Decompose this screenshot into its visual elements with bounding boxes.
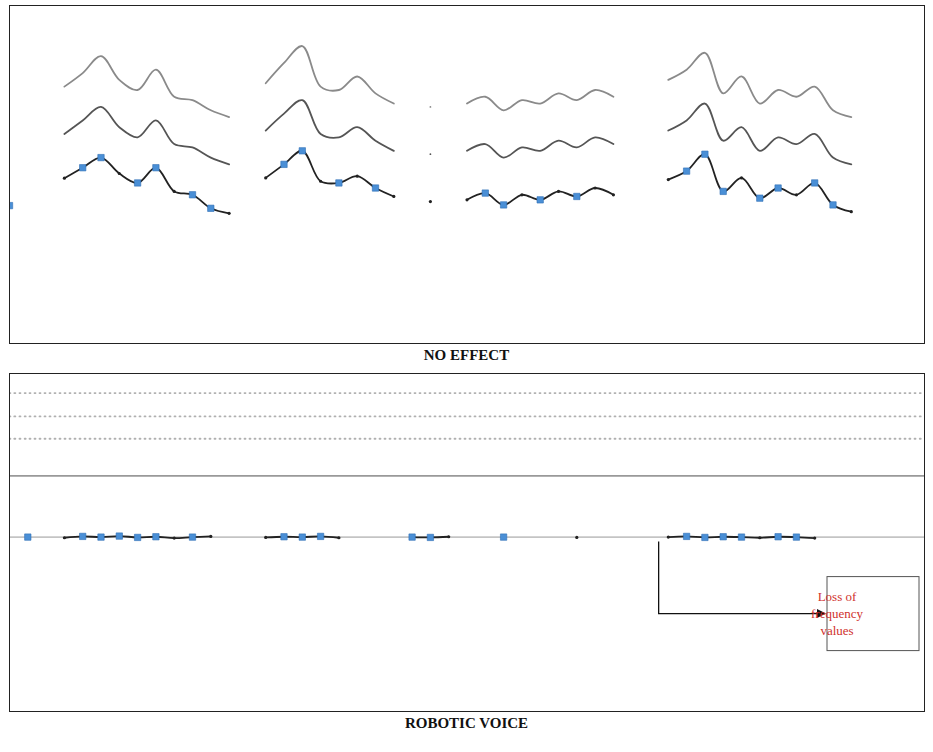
html-text:NO EFFECT: NO EFFECT (423, 347, 510, 363)
svg-text:values: values (820, 623, 853, 638)
html-text:ROBOTIC VOICE: ROBOTIC VOICE (404, 715, 529, 731)
svg-text:Loss of: Loss of (818, 589, 857, 604)
svg-text:frequency: frequency (811, 606, 863, 621)
